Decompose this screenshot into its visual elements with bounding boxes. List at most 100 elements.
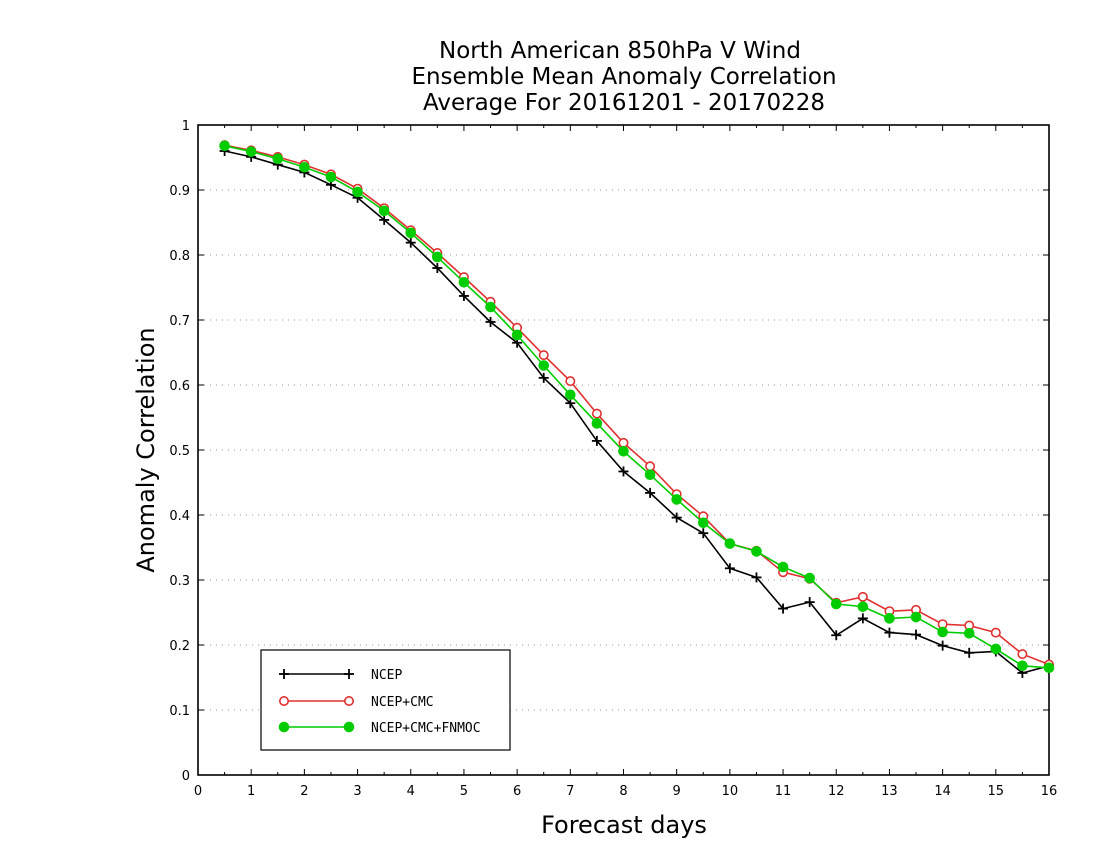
series-ncep [219,146,1054,678]
data-point [299,161,310,173]
chart-title-line-3: Average For 20161201 - 20170228 [423,90,825,116]
data-point [618,437,629,448]
tick-labels: 00.10.20.30.40.50.60.70.80.910 1 2 3 4 5 6 7 8 9 1… [169,119,1057,799]
data-point [910,611,922,623]
data-point [751,546,762,557]
x-tick-label: 10 [722,784,739,799]
data-point [344,669,354,679]
y-tick-label: 0.4 [169,509,190,524]
x-tick-label: 6 [513,784,521,799]
x-tick-label: 12 [828,784,845,799]
legend-label: NCEP+CMC+FNMOC [371,721,481,736]
data-point [751,572,762,583]
x-tick-label: 4 [407,784,415,799]
y-tick-label: 0.1 [169,704,190,719]
data-point [963,628,975,639]
data-point [618,446,629,457]
series-ncep-cmc-fnmoc [219,140,1055,674]
data-point [591,435,602,446]
series-layer [219,140,1055,678]
chart-title: North American 850hPa V Wind Ensemble Me… [411,38,836,116]
data-point [278,721,290,733]
data-point [591,408,602,419]
series-line [224,144,1050,666]
y-tick-label: 0.6 [169,379,190,394]
x-tick-label: 9 [673,784,681,799]
data-point [990,627,1001,638]
x-tick-label: 13 [881,784,898,799]
data-point [990,643,1002,655]
data-point [325,171,337,183]
legend-label: NCEP+CMC [371,695,434,710]
chart-title-line-2: Ensemble Mean Anomaly Correlation [411,64,836,90]
data-point [405,237,416,248]
data-point [1043,662,1055,674]
data-point [379,214,390,225]
legend-entry: NCEP+CMC+FNMOC [278,721,481,736]
data-point [777,561,789,573]
data-point [671,512,682,523]
y-tick-label: 0.8 [169,249,190,264]
data-point [724,563,735,574]
x-axis-label: Forecast days [541,811,707,839]
data-point [279,669,289,679]
y-axis-label: Anomaly Correlation [132,327,160,572]
data-point [831,630,842,641]
legend: NCEP NCEP+CMC NCEP+CMC+FNMOC [260,649,511,751]
data-point [1017,660,1028,672]
data-point [272,153,284,165]
data-point [1017,649,1028,660]
data-point [565,389,576,401]
data-point [884,627,895,638]
data-point [645,487,656,498]
y-tick-label: 1 [182,119,190,134]
series-ncep-cmc [219,140,1055,670]
chart-title-line-1: North American 850hPa V Wind [439,38,801,64]
data-point [857,601,869,612]
data-point [804,597,815,608]
x-tick-label: 5 [460,784,468,799]
data-point [405,227,417,239]
legend-box [260,649,511,751]
data-point [511,329,523,341]
data-point [830,598,842,610]
data-point [538,372,549,383]
x-tick-label: 0 [194,784,202,799]
data-point [485,301,496,313]
x-tick-label: 1 [247,784,255,799]
data-point [937,626,948,638]
data-point [937,640,948,651]
axes [197,124,1050,776]
data-point [278,695,289,706]
data-point [219,140,230,152]
data-point [697,517,709,529]
data-point [911,629,922,640]
data-point [698,528,709,539]
data-point [724,538,736,549]
data-point [458,290,469,301]
series-line [224,150,1050,674]
x-tick-label: 14 [934,784,951,799]
data-point [432,263,443,273]
data-point [857,591,868,602]
x-tick-label: 11 [775,784,792,799]
data-point [378,205,390,217]
data-point [804,572,815,584]
data-point [964,647,975,658]
x-tick-label: 3 [353,784,361,799]
data-point [778,603,789,614]
data-point [343,721,355,733]
data-point [352,186,363,198]
data-point [458,277,470,288]
data-point [671,494,682,505]
y-tick-label: 0.7 [169,314,190,329]
data-point [591,418,603,429]
data-point [538,360,550,371]
y-tick-label: 0.5 [169,444,190,459]
x-tick-label: 15 [988,784,1005,799]
data-point [618,466,629,477]
y-tick-label: 0.2 [169,639,190,654]
data-point [645,461,656,472]
x-tick-label: 2 [300,784,308,799]
